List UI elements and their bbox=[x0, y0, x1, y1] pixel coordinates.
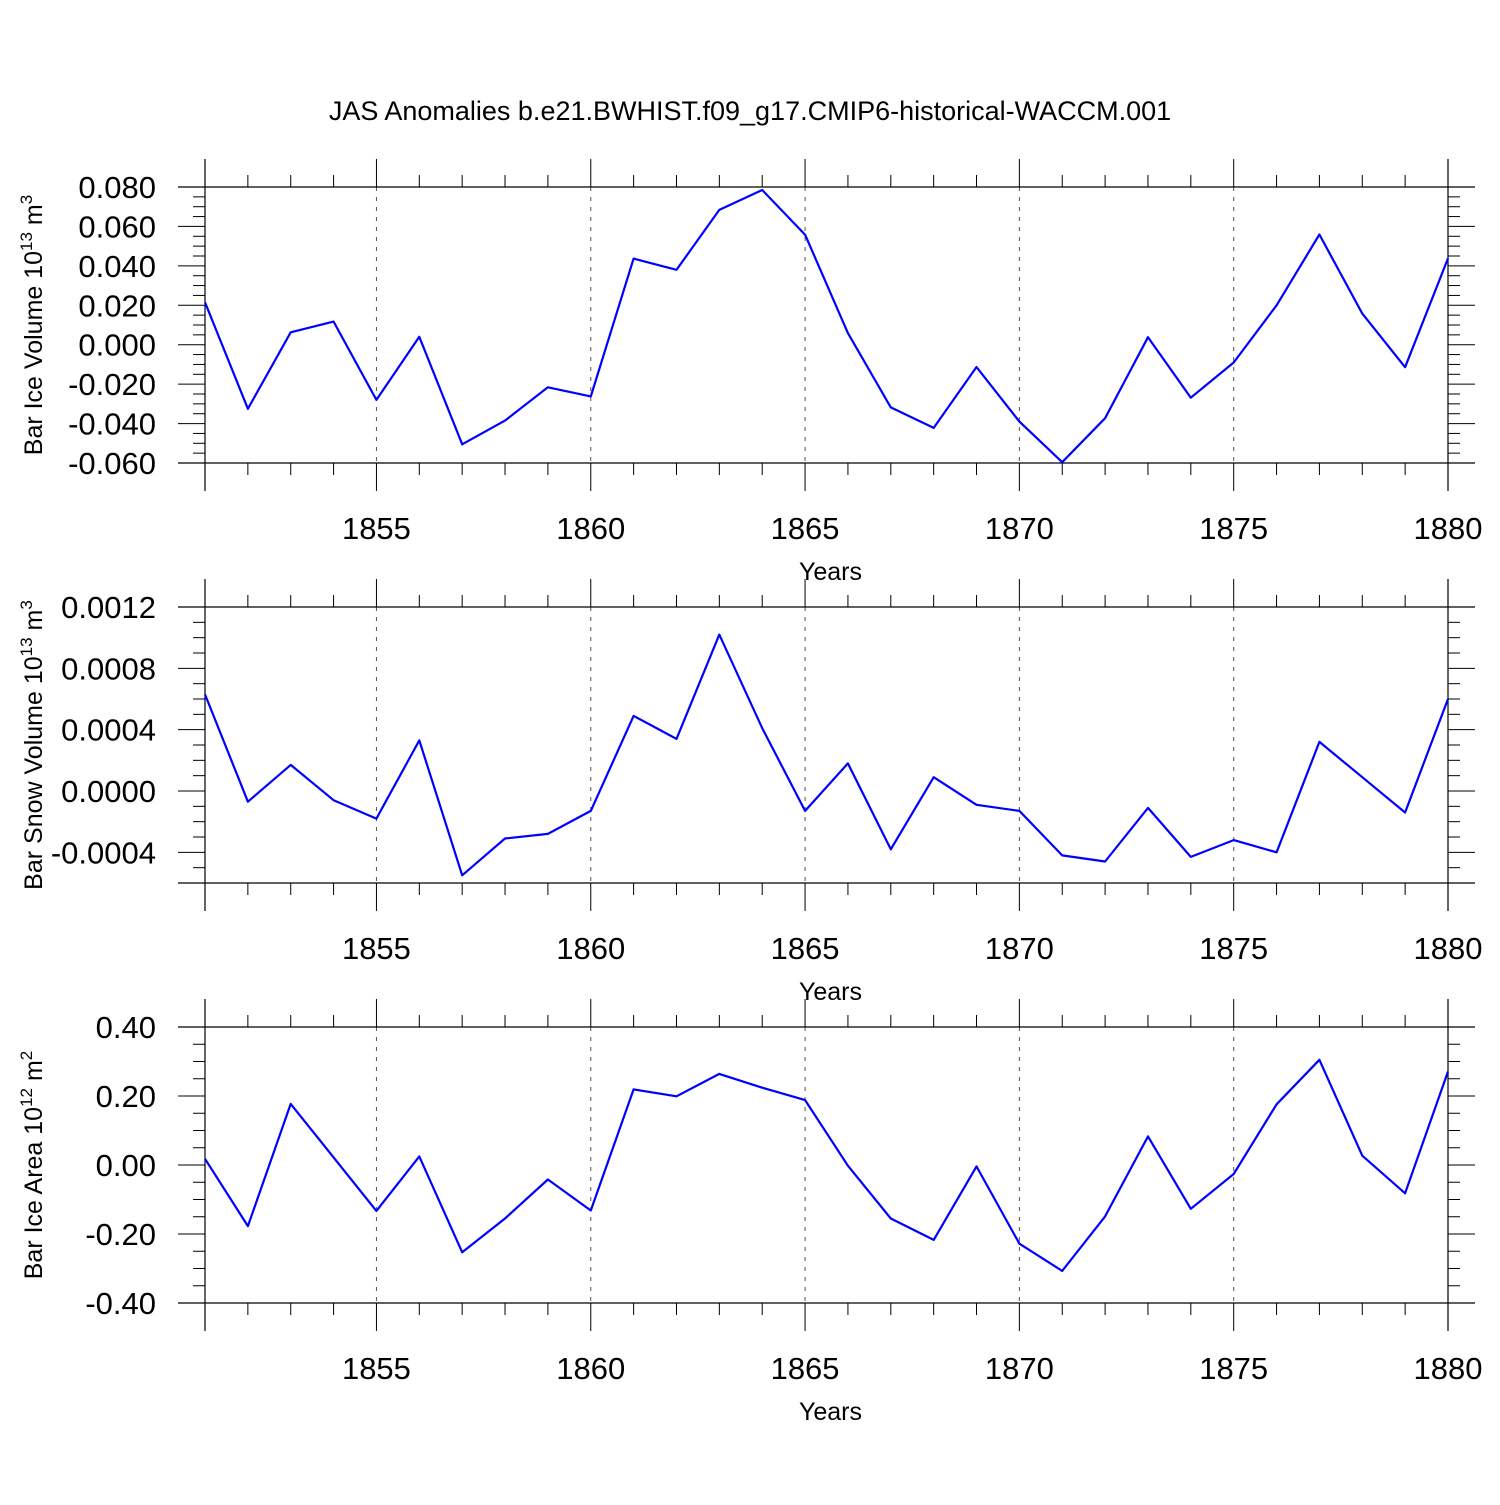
y-axis-label: Bar Snow Volume 1013 m3 bbox=[17, 600, 48, 890]
y-tick-label: -0.40 bbox=[85, 1286, 156, 1321]
x-tick-label: 1860 bbox=[556, 1351, 625, 1386]
x-tick-label: 1875 bbox=[1199, 511, 1268, 546]
y-tick-label: 0.040 bbox=[78, 249, 156, 284]
x-tick-label: 1865 bbox=[771, 1351, 840, 1386]
y-tick-label: 0.0008 bbox=[61, 651, 156, 686]
y-tick-label: -0.040 bbox=[68, 407, 156, 442]
y-tick-label: 0.0012 bbox=[61, 590, 156, 625]
y-tick-label: -0.020 bbox=[68, 367, 156, 402]
figure-title: JAS Anomalies b.e21.BWHIST.f09_g17.CMIP6… bbox=[328, 96, 1172, 126]
x-tick-label: 1875 bbox=[1199, 931, 1268, 966]
x-tick-label: 1865 bbox=[771, 931, 840, 966]
x-tick-label: 1870 bbox=[985, 1351, 1054, 1386]
y-axis-label: Bar Ice Area 1012 m2 bbox=[17, 1051, 48, 1280]
x-tick-label: 1855 bbox=[342, 511, 411, 546]
x-tick-label: 1855 bbox=[342, 931, 411, 966]
series-line-snow-volume bbox=[203, 633, 1450, 877]
panel-snow-volume: -0.0004 0.0000 0.0004 0.0008 0.0012 1855 1860 1… bbox=[17, 579, 1482, 1006]
x-tick-label: 1865 bbox=[771, 511, 840, 546]
x-tick-label: 1875 bbox=[1199, 1351, 1268, 1386]
series-line-ice-volume bbox=[203, 188, 1450, 464]
x-tick-label: 1870 bbox=[985, 511, 1054, 546]
x-tick-label: 1860 bbox=[556, 931, 625, 966]
x-tick-label: 1870 bbox=[985, 931, 1054, 966]
x-tick-label: 1855 bbox=[342, 1351, 411, 1386]
y-tick-label: 0.000 bbox=[78, 328, 156, 363]
series-line-ice-area bbox=[204, 1058, 1450, 1273]
x-tick-label: 1860 bbox=[556, 511, 625, 546]
y-tick-label: 0.060 bbox=[78, 209, 156, 244]
y-axis-label: Bar Ice Volume 1013 m3 bbox=[17, 195, 48, 455]
y-tick-label: 0.020 bbox=[78, 288, 156, 323]
y-tick-label: -0.060 bbox=[68, 446, 156, 481]
y-tick-label: 0.20 bbox=[96, 1079, 156, 1114]
x-axis-label: Years bbox=[799, 978, 862, 1006]
panel-ice-area: -0.40 -0.20 0.00 0.20 0.40 1855 1860 1865 1870 18… bbox=[17, 999, 1482, 1426]
y-tick-label: 0.080 bbox=[78, 170, 156, 205]
x-tick-label: 1880 bbox=[1414, 511, 1483, 546]
y-tick-label: -0.20 bbox=[85, 1217, 156, 1252]
x-axis-label: Years bbox=[799, 558, 862, 586]
y-tick-label: 0.00 bbox=[96, 1148, 156, 1183]
y-tick-label: -0.0004 bbox=[51, 835, 156, 870]
y-tick-label: 0.40 bbox=[96, 1010, 156, 1045]
x-tick-label: 1880 bbox=[1414, 931, 1483, 966]
panel-ice-volume: -0.060 -0.040 -0.020 0.000 0.020 0.040 0.060 0.… bbox=[17, 159, 1482, 586]
x-tick-label: 1880 bbox=[1414, 1351, 1483, 1386]
y-tick-label: 0.0004 bbox=[61, 713, 156, 748]
x-axis-label: Years bbox=[799, 1398, 862, 1426]
y-tick-label: 0.0000 bbox=[61, 774, 156, 809]
